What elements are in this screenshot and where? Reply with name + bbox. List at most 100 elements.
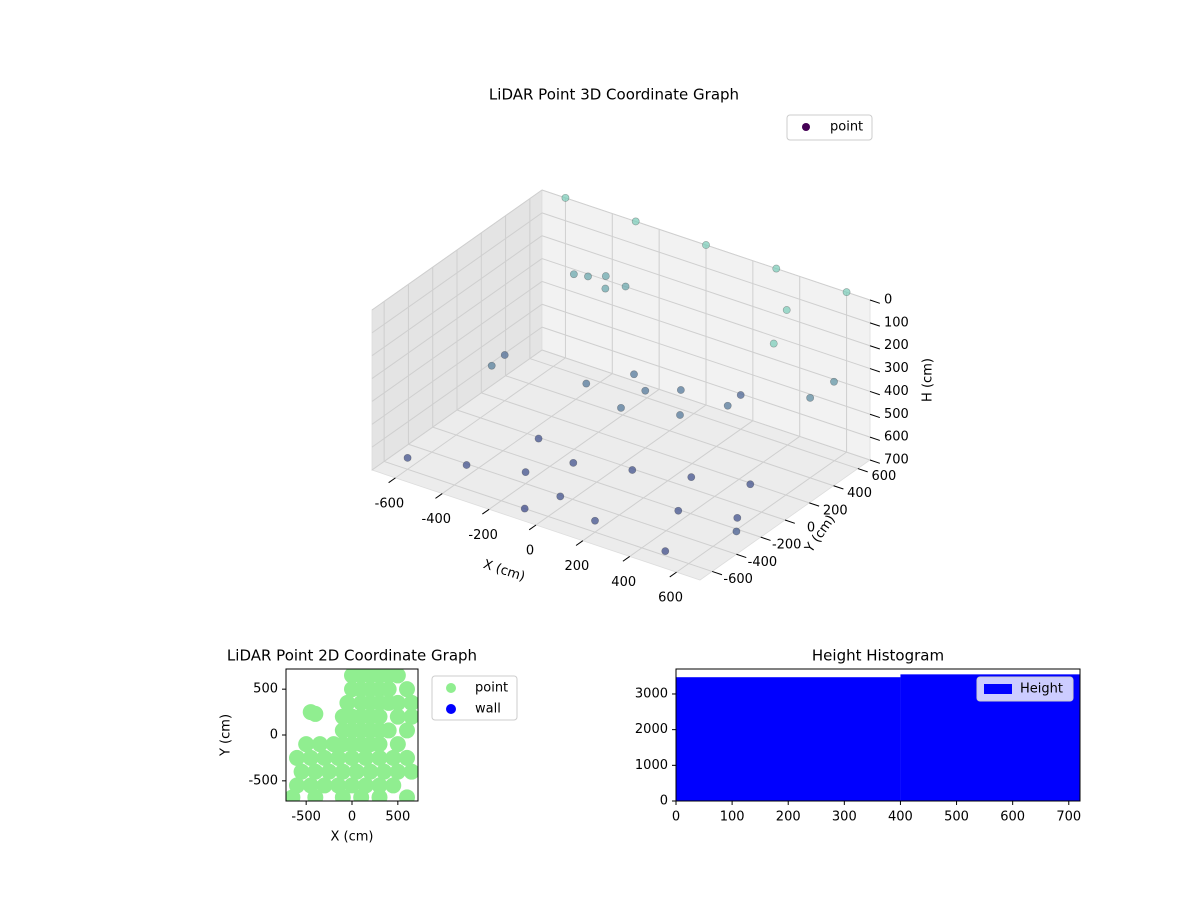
point [362,763,379,780]
grid-line [541,235,871,347]
point [399,681,415,698]
point [316,777,333,794]
point [702,241,710,249]
bar [676,677,901,801]
x-tick-label: 0 [672,810,680,825]
point [582,379,591,388]
point [316,749,333,766]
point [842,288,851,297]
chart-title: LiDAR Point 3D Coordinate Graph [489,86,739,104]
tick-mark [760,536,771,541]
point [601,284,610,293]
point [389,669,406,684]
x-tick-label: 600 [658,591,683,606]
grid-line [541,303,871,415]
z-tick-label: 600 [884,430,909,445]
z-tick-label: 0 [884,293,892,308]
tick-mark [388,477,396,484]
point [556,492,565,501]
grid-line [371,326,543,448]
z-tick-label: 400 [884,384,909,399]
grid-line [371,235,543,357]
point [307,763,324,780]
axes-frame [675,668,1081,802]
y-tick-label: -200 [772,538,802,553]
y-tick-label: 200 [823,503,848,518]
point [733,513,742,522]
point [628,466,637,474]
point [334,763,351,780]
point [584,272,592,281]
tick-mark [869,322,880,327]
tick-mark [669,571,677,578]
chart-title: Height Histogram [812,647,944,665]
point [561,193,570,202]
point [617,403,625,412]
z-tick-label: 300 [884,361,909,376]
point [371,777,388,794]
point [534,434,543,443]
x-tick-label: 200 [564,559,589,574]
grid-line [505,375,834,487]
z-tick-label: 200 [884,338,909,353]
x-tick-label: 300 [832,810,857,825]
x-tick-label: 600 [1000,810,1025,825]
point [321,763,338,780]
tick-mark [869,368,880,373]
y-tick-label: -400 [748,555,778,570]
point [330,749,347,766]
point [661,547,670,556]
x-tick-label: 200 [776,810,801,825]
point [339,694,356,711]
point [782,306,791,314]
point [769,339,778,348]
point [520,504,529,513]
point [307,789,324,801]
point [746,480,755,489]
point [371,749,388,766]
point [630,370,638,379]
tick-mark [711,570,723,576]
point [806,393,815,402]
y-tick-label: 0 [660,794,668,809]
point [621,282,630,291]
point [334,789,351,801]
grid-line [371,258,543,379]
x-axis-label: X (cm) [481,557,527,585]
point [344,749,360,766]
point [631,217,640,226]
y-tick-label: 1000 [635,758,668,773]
y-tick-label: 3000 [635,686,668,701]
point [380,681,397,698]
legend-label: Height [1020,682,1063,697]
z-axis-label: H (cm) [921,358,936,402]
legend-marker [984,684,1012,694]
point [371,708,388,725]
point [641,386,650,395]
grid-line [383,460,713,572]
point [521,468,530,477]
point [569,270,578,279]
tick-mark [736,553,747,559]
point [830,377,838,386]
grid-line [456,409,786,521]
z-tick-label: 500 [884,407,909,422]
point [344,777,360,794]
point [371,736,388,753]
point [403,763,418,780]
legend-label: point [475,681,508,696]
point [311,736,328,753]
point [385,777,402,794]
grid-line [481,392,810,504]
y-tick-label: -500 [248,773,278,788]
grid-line [371,212,543,334]
point [348,763,365,780]
tick-mark [435,493,443,499]
point [772,264,781,273]
point [687,473,696,482]
point [569,458,578,467]
grid-line [541,326,871,438]
tick-mark [869,459,880,464]
legend-label: wall [475,702,501,717]
tick-mark [575,540,584,546]
